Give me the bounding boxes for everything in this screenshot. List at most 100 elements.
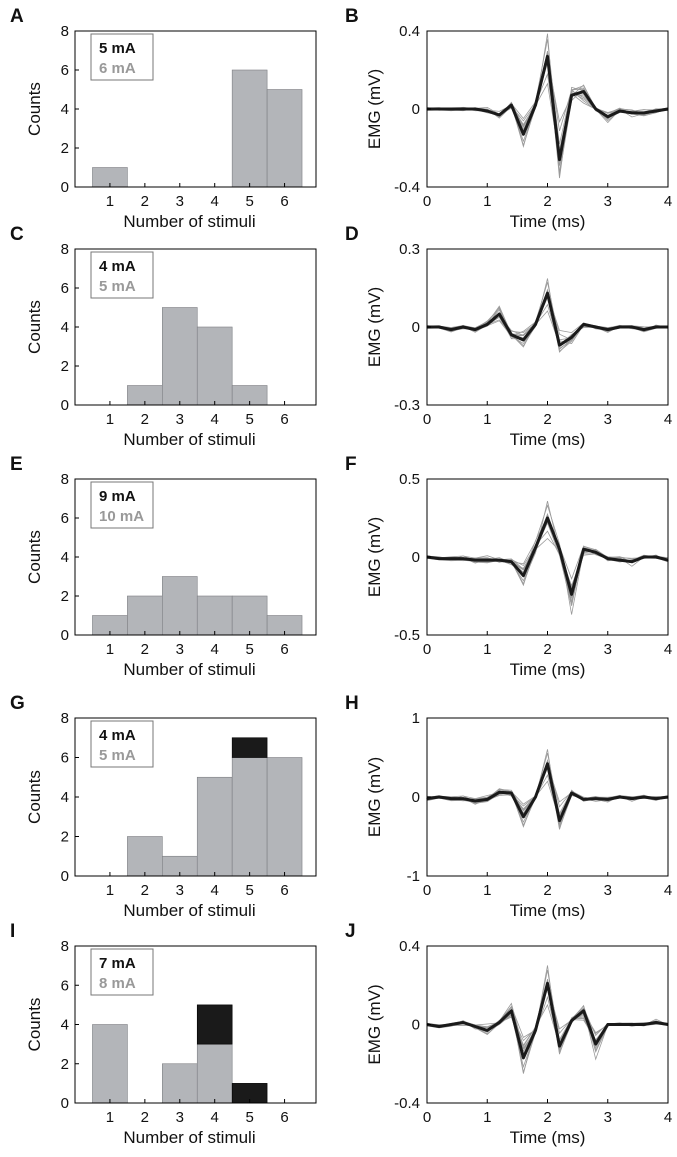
legend-entry-high-intensity: 8 mA [99, 975, 136, 992]
emg-trial-trace [426, 761, 669, 822]
emg-trial-trace [426, 983, 669, 1049]
emg-mean-point [438, 108, 440, 110]
y-tick-label: 8 [61, 23, 69, 40]
histogram-bar [162, 576, 198, 636]
emg-mean-point [450, 108, 452, 110]
x-axis-label: Number of stimuli [123, 1128, 255, 1147]
emg-mean-trace [427, 291, 668, 347]
emg-mean-point [534, 104, 537, 106]
legend-entry-high-intensity: 6 mA [99, 60, 136, 77]
emg-mean-point [438, 557, 440, 560]
histogram-panel-g: 0 2 4 6 8 1 2 3 4 5 6 Number of stimuli Counts 4 mA 5 … [10, 693, 317, 920]
x-tick-label: 0 [423, 193, 431, 210]
panel-label: G [10, 693, 25, 714]
y-tick-label: 1 [412, 710, 420, 727]
emg-mean-point [486, 323, 488, 325]
y-tick-label: 2 [61, 829, 69, 846]
panel-label: I [10, 921, 15, 942]
x-tick-label: 5 [245, 411, 253, 428]
emg-mean-point [643, 556, 645, 558]
x-axis-label: Time (ms) [510, 1128, 586, 1147]
emg-mean-point [474, 800, 476, 802]
legend-entry-high-intensity: 5 mA [99, 278, 136, 295]
y-tick-label: 0 [61, 397, 69, 414]
panel-label: C [10, 224, 24, 245]
emg-mean-point [595, 108, 597, 110]
histogram-bar [162, 1063, 198, 1104]
emg-mean-point [607, 798, 609, 800]
y-tick-label: 4 [61, 101, 69, 118]
emg-mean-point [498, 1021, 500, 1024]
emg-mean-point [450, 1023, 452, 1026]
x-tick-label: 0 [423, 641, 431, 658]
x-tick-label: 3 [176, 411, 184, 428]
x-tick-label: 2 [543, 641, 551, 658]
emg-mean-point [571, 792, 573, 794]
x-tick-label: 2 [141, 882, 149, 899]
emg-mean-point [655, 110, 657, 112]
x-tick-label: 5 [245, 882, 253, 899]
histogram-bar [196, 1043, 233, 1104]
emg-mean-point [607, 557, 609, 560]
emg-mean-point [583, 323, 585, 325]
x-tick-label: 2 [141, 411, 149, 428]
emg-mean-point [558, 1045, 561, 1047]
y-axis-label: Counts [25, 770, 44, 824]
x-axis-label: Number of stimuli [123, 660, 255, 679]
x-tick-label: 4 [211, 882, 219, 899]
y-axis-label: Counts [25, 300, 44, 354]
emg-mean-point [546, 982, 549, 984]
y-tick-label: 0 [412, 789, 420, 806]
x-axis-label: Number of stimuli [123, 901, 255, 920]
emg-mean-point [558, 820, 561, 822]
y-tick-label: 8 [61, 938, 69, 955]
emg-mean-point [438, 1025, 440, 1028]
y-tick-label: 0 [61, 868, 69, 885]
histogram-panel-e: 0 2 4 6 8 1 2 3 4 5 6 Number of stimuli Counts 9 mA 10… [10, 454, 317, 679]
panel-label: A [10, 6, 24, 27]
emg-mean-point [595, 1043, 597, 1045]
emg-trial-trace [426, 981, 669, 1073]
y-tick-label: 2 [61, 140, 69, 157]
emg-mean-point [643, 329, 645, 331]
x-axis-label: Number of stimuli [123, 212, 255, 231]
histogram-bar [231, 757, 268, 877]
histogram-bar-low-intensity [196, 1004, 233, 1045]
emg-mean-point [619, 1023, 621, 1026]
panel-label: E [10, 454, 23, 475]
x-tick-label: 4 [664, 641, 672, 658]
emg-mean-point [571, 94, 573, 96]
emg-mean-point [462, 1021, 464, 1024]
x-axis-label: Time (ms) [510, 430, 586, 449]
emg-mean-point [534, 547, 537, 549]
emg-mean-point [510, 561, 512, 563]
emg-mean-point [558, 159, 561, 161]
histogram-bar [266, 757, 303, 877]
emg-mean-point [546, 763, 549, 765]
y-tick-label: 6 [61, 977, 69, 994]
x-tick-label: 3 [604, 641, 612, 658]
emg-mean-point [474, 1025, 476, 1028]
y-tick-label: 0 [412, 319, 420, 336]
x-tick-label: 5 [245, 1109, 253, 1126]
x-tick-label: 3 [176, 882, 184, 899]
x-tick-label: 4 [664, 193, 672, 210]
y-tick-label: 0.5 [399, 471, 420, 488]
legend-box [90, 481, 154, 529]
panel-label: D [345, 224, 359, 245]
emg-mean-point [522, 339, 525, 341]
legend-entry-low-intensity: 5 mA [99, 40, 136, 57]
y-tick-label: 0.3 [399, 241, 420, 258]
emg-mean-point [631, 561, 633, 563]
x-tick-label: 6 [280, 411, 288, 428]
emg-mean-point [498, 559, 500, 561]
emg-mean-point [655, 326, 657, 328]
legend-box [90, 948, 154, 996]
x-tick-label: 0 [423, 1109, 431, 1126]
y-tick-label: 8 [61, 241, 69, 258]
